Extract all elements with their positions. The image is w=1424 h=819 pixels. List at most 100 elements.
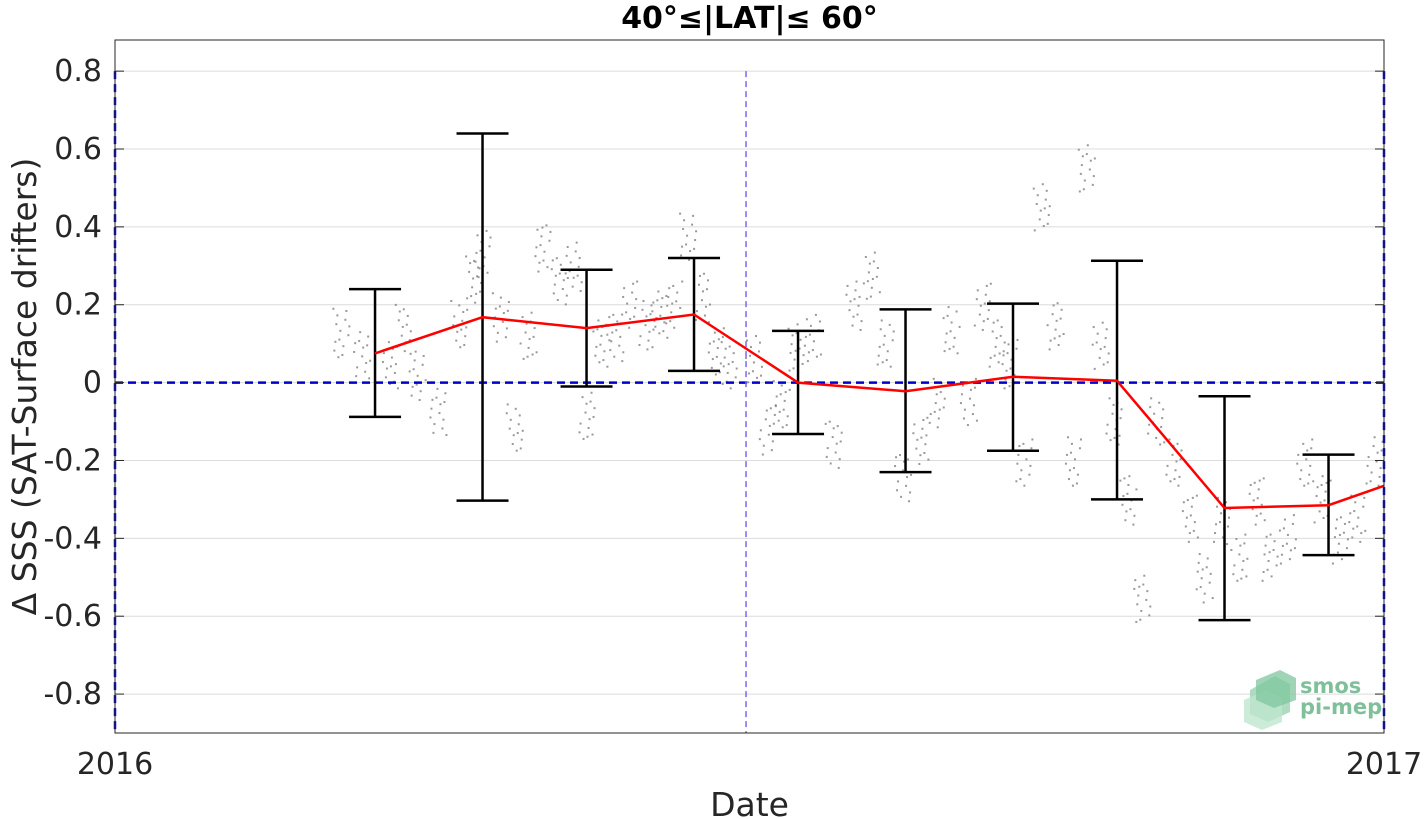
- scatter-point: [1031, 438, 1034, 441]
- scatter-point: [413, 359, 416, 362]
- scatter-point: [801, 362, 804, 365]
- scatter-point: [1054, 328, 1057, 331]
- scatter-point: [1122, 495, 1125, 498]
- scatter-point: [783, 399, 786, 402]
- scatter-point: [920, 436, 923, 439]
- scatter-point: [958, 325, 961, 328]
- scatter-point: [764, 418, 767, 421]
- chart-title: 40°≤|LAT|≤ 60°: [621, 1, 878, 36]
- scatter-point: [542, 259, 545, 262]
- scatter-point: [1089, 159, 1092, 162]
- scatter-point: [999, 334, 1002, 337]
- scatter-point: [799, 338, 802, 341]
- scatter-point: [472, 277, 475, 280]
- scatter-point: [538, 261, 541, 264]
- scatter-point: [757, 350, 760, 353]
- scatter-point: [1343, 522, 1346, 525]
- scatter-point: [1169, 480, 1172, 483]
- scatter-point: [1052, 304, 1055, 307]
- scatter-point: [578, 257, 581, 260]
- scatter-point: [1051, 313, 1054, 316]
- scatter-point: [391, 347, 394, 350]
- scatter-point: [975, 419, 978, 422]
- scatter-point: [681, 280, 684, 283]
- scatter-point: [1281, 544, 1284, 547]
- scatter-point: [1047, 214, 1050, 217]
- scatter-point: [1354, 501, 1357, 504]
- scatter-point: [1149, 406, 1152, 409]
- scatter-point: [1339, 516, 1342, 519]
- scatter-point: [995, 337, 998, 340]
- grid-layer: [115, 70, 1384, 695]
- scatter-point: [532, 335, 535, 338]
- scatter-point: [749, 346, 752, 349]
- scatter-point: [431, 398, 434, 401]
- scatter-point: [606, 365, 609, 368]
- scatter-point: [900, 495, 903, 498]
- scatter-point: [971, 413, 974, 416]
- scatter-point: [589, 400, 592, 403]
- scatter-point: [1155, 436, 1158, 439]
- scatter-point: [656, 299, 659, 302]
- y-tick-label: 0.4: [54, 210, 102, 245]
- scatter-point: [1266, 568, 1269, 571]
- scatter-point: [704, 305, 707, 308]
- scatter-point: [840, 431, 843, 434]
- scatter-point: [1349, 512, 1352, 515]
- scatter-point: [511, 443, 514, 446]
- scatter-point: [854, 289, 857, 292]
- scatter-point: [1070, 442, 1073, 445]
- scatter-point: [1197, 561, 1200, 564]
- scatter-point: [578, 431, 581, 434]
- scatter-point: [707, 321, 710, 324]
- scatter-point: [552, 292, 555, 295]
- scatter-point: [606, 333, 609, 336]
- scatter-point: [932, 377, 935, 380]
- scatter-point: [886, 350, 889, 353]
- scatter-point: [646, 348, 649, 351]
- scatter-point: [809, 324, 812, 327]
- scatter-point: [638, 344, 641, 347]
- scatter-point: [533, 327, 536, 330]
- scatter-point: [535, 351, 538, 354]
- scatter-point: [803, 344, 806, 347]
- scatter-point: [1078, 190, 1081, 193]
- scatter-point: [868, 262, 871, 265]
- scatter-point: [1072, 467, 1075, 470]
- scatter-point: [1329, 479, 1332, 482]
- scatter-point: [576, 274, 579, 277]
- scatter-point: [972, 404, 975, 407]
- scatter-point: [695, 310, 698, 313]
- scatter-point: [796, 323, 799, 326]
- scatter-point: [535, 246, 538, 249]
- scatter-point: [788, 369, 791, 372]
- scatter-point: [1058, 335, 1061, 338]
- scatter-point: [603, 350, 606, 353]
- scatter-point: [506, 309, 509, 312]
- scatter-point: [1242, 560, 1245, 563]
- scatter-point: [554, 274, 557, 277]
- scatter-point: [1216, 505, 1219, 508]
- scatter-point: [336, 314, 339, 317]
- scatter-point: [1373, 436, 1376, 439]
- scatter-point: [539, 244, 542, 247]
- scatter-point: [697, 283, 700, 286]
- scatter-point: [1292, 514, 1295, 517]
- scatter-point: [341, 353, 344, 356]
- scatter-point: [688, 258, 691, 261]
- scatter-point: [1108, 397, 1111, 400]
- scatter-point: [507, 301, 510, 304]
- scatter-point: [665, 294, 668, 297]
- scatter-point: [1173, 478, 1176, 481]
- scatter-point: [909, 491, 912, 494]
- scatter-point: [412, 368, 415, 371]
- scatter-point: [545, 224, 548, 227]
- scatter-point: [527, 346, 530, 349]
- scatter-point: [1333, 536, 1336, 539]
- scatter-point: [1251, 508, 1254, 511]
- scatter-point: [661, 297, 664, 300]
- scatter-point: [636, 280, 639, 283]
- scatter-point: [477, 276, 480, 279]
- scatter-point: [1004, 378, 1007, 381]
- scatter-point: [1016, 462, 1019, 465]
